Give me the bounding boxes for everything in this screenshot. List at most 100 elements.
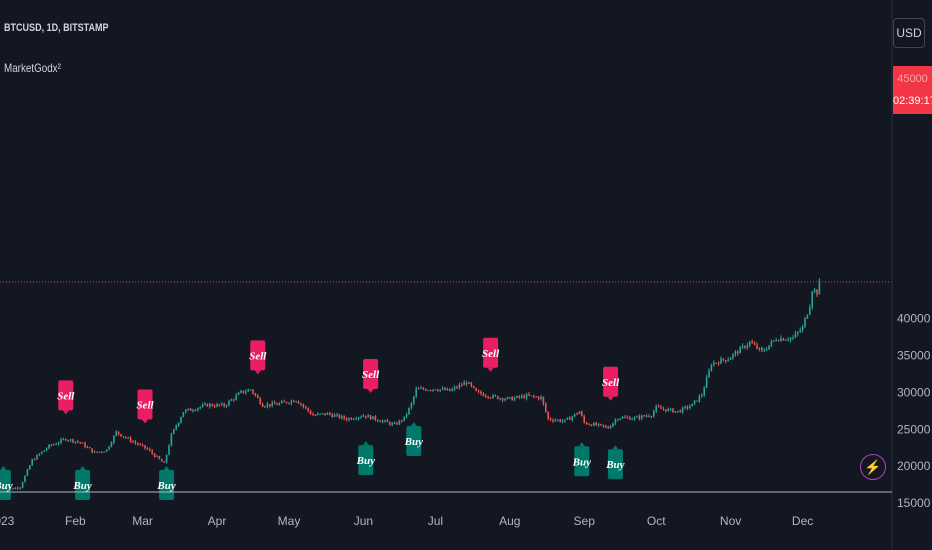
candle-body (679, 410, 681, 413)
sell-signal[interactable]: Sell (602, 366, 620, 401)
candle-body (17, 487, 19, 489)
candle-body (103, 451, 105, 453)
candle-body (669, 408, 672, 410)
candle-body (252, 389, 254, 394)
candle-body (50, 444, 53, 446)
candle-body (120, 434, 122, 437)
candle-body (545, 403, 547, 412)
candle-body (266, 403, 269, 407)
candle-body (703, 387, 705, 396)
symbol-title[interactable]: BTCUSD, 1D, BITSTAMP (4, 22, 109, 34)
candle-body (108, 446, 110, 450)
candle-body (756, 344, 758, 349)
candle-body (297, 401, 300, 404)
candle-body (209, 404, 211, 407)
price-axis[interactable]: 15000 20000 25000 30000 35000 40000 (897, 312, 931, 510)
time-axis[interactable]: 2023 Feb Mar Apr May Jun Jul Aug Sep Oct Nov Dec (0, 514, 813, 528)
candle-body (79, 442, 81, 444)
buy-signal[interactable]: Buy (156, 466, 176, 500)
candle-body (449, 388, 451, 391)
signal-text: Sell (57, 390, 75, 402)
candle-body (312, 413, 314, 416)
candle-body (461, 384, 463, 386)
candle-body (374, 416, 377, 420)
price-tick-label: 25000 (897, 422, 931, 436)
candle-body (422, 388, 425, 390)
candle-body (799, 330, 801, 332)
candle-body (662, 408, 665, 410)
candle-body (53, 444, 55, 446)
candle-body (777, 340, 780, 342)
signal-pointer (254, 370, 261, 375)
indicator-name[interactable]: MarketGodx² (4, 61, 61, 75)
candle-body (173, 429, 175, 434)
signal-pointer (487, 367, 494, 372)
signal-text: Sell (362, 369, 380, 381)
buy-signal[interactable]: Buy (572, 442, 591, 477)
sell-signal[interactable]: Sell (136, 389, 154, 424)
candle-body (41, 451, 43, 454)
candle-body (653, 411, 655, 417)
price-tick-label: 15000 (897, 496, 931, 510)
signal-text: Sell (249, 350, 267, 362)
candle-body (218, 404, 221, 406)
signal-box (358, 445, 374, 476)
candle-body (569, 417, 571, 420)
currency-button[interactable]: USD (893, 18, 925, 48)
candle-body (530, 395, 533, 397)
candle-body (281, 401, 283, 404)
candle-body (602, 424, 605, 427)
candle-body (269, 403, 271, 406)
candle-body (194, 410, 197, 412)
candle-body (158, 456, 161, 460)
candle-body (401, 420, 403, 422)
buy-signal[interactable]: Buy (605, 445, 625, 480)
buy-signal[interactable]: Buy (404, 421, 423, 456)
candle-body (708, 370, 710, 378)
signal-box (483, 337, 499, 368)
candle-body (554, 420, 557, 422)
buy-signal[interactable]: Buy (72, 466, 92, 500)
candle-body (278, 403, 281, 405)
candle-body (525, 394, 528, 399)
signal-box (58, 380, 74, 411)
candle-body (182, 412, 185, 418)
candle-body (641, 415, 643, 419)
candle-body (463, 382, 465, 386)
candle-body (533, 395, 535, 397)
candle-body (485, 395, 487, 397)
signal-text: Buy (0, 480, 13, 492)
candle-body (626, 417, 629, 419)
candle-body (648, 415, 650, 417)
candle-body (343, 416, 345, 419)
sell-signal[interactable]: Sell (482, 337, 500, 372)
sell-signal[interactable]: Sell (57, 380, 75, 415)
buy-signal[interactable]: Buy (356, 441, 375, 476)
candle-body (129, 437, 132, 442)
candle-body (74, 441, 77, 443)
signal-pointer (163, 466, 170, 470)
signal-pointer (410, 421, 417, 426)
candle-body (396, 423, 398, 425)
candle-body (317, 413, 319, 416)
candle-body (482, 393, 485, 396)
candle-body (355, 418, 357, 420)
candle-body (681, 407, 684, 413)
candle-body (636, 416, 638, 418)
lightning-bolt-icon[interactable]: ⚡ (860, 454, 886, 480)
candle-body (809, 307, 811, 315)
candle-body (717, 362, 720, 364)
candle-body (96, 451, 98, 453)
candle-body (650, 416, 653, 418)
sell-signal[interactable]: Sell (362, 359, 380, 394)
signal-text: Sell (136, 399, 154, 411)
candle-body (629, 417, 631, 420)
candle-body (134, 441, 137, 444)
candle-body (31, 459, 33, 466)
candle-body (295, 401, 297, 403)
candle-body (348, 418, 350, 421)
candle-body (38, 453, 41, 456)
sell-signal[interactable]: Sell (249, 340, 267, 375)
candle-body (775, 340, 777, 342)
